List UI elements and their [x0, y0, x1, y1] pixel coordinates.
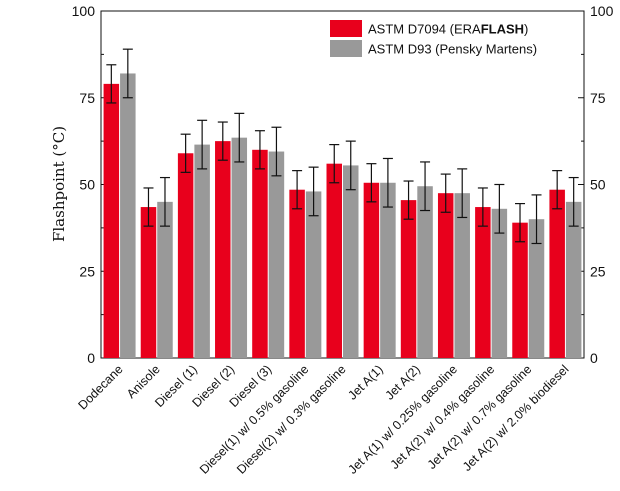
y-tick-label-right: 75 — [590, 90, 606, 106]
bar-astm-d93 — [157, 201, 173, 358]
y-axis-label: Flashpoint (°C) — [50, 126, 68, 242]
bar-astm-d93 — [565, 201, 582, 358]
legend: ASTM D7094 (ERAFLASH) ASTM D93 (Pensky Ma… — [330, 20, 537, 57]
bar-astm-d7094 — [177, 153, 194, 358]
bar-astm-d93 — [380, 182, 396, 358]
bar-astm-d93 — [343, 165, 359, 358]
error-bars — [106, 48, 579, 245]
bar-astm-d7094 — [437, 193, 454, 358]
bar-astm-d7094 — [103, 83, 120, 359]
y-axis-right: 0 25 50 75 100 — [578, 3, 614, 366]
bar-astm-d7094 — [400, 200, 417, 358]
y-tick-label-right: 50 — [590, 177, 606, 193]
y-tick-label-right: 0 — [590, 350, 598, 366]
bar-astm-d93 — [454, 193, 470, 358]
plot-frame — [100, 10, 585, 359]
plot-area — [100, 10, 585, 359]
bar-astm-d7094 — [326, 163, 342, 358]
bar-astm-d93 — [231, 137, 248, 358]
bar-astm-d93 — [194, 144, 210, 358]
bar-astm-d93 — [417, 186, 433, 358]
bar-astm-d93 — [120, 73, 136, 359]
category-label: Jet A(1) — [345, 362, 385, 402]
bar-astm-d93 — [528, 219, 545, 358]
y-tick-label-left: 75 — [79, 90, 95, 106]
bar-astm-d93 — [491, 208, 508, 358]
legend-label: ASTM D93 (Pensky Martens) — [368, 42, 537, 57]
y-axis-left: 0 25 50 75 100 — [72, 3, 107, 366]
bar-astm-d7094 — [215, 141, 231, 358]
bar-astm-d93 — [268, 151, 285, 358]
y-tick-label-left: 50 — [79, 177, 95, 193]
y-tick-label-left: 100 — [72, 3, 96, 19]
legend-swatch — [330, 20, 362, 37]
y-tick-label-left: 25 — [79, 263, 95, 279]
category-label: Dodecane — [75, 362, 125, 412]
bar-astm-d7094 — [289, 189, 305, 358]
bar-astm-d7094 — [475, 207, 491, 358]
bar-astm-d7094 — [252, 149, 268, 358]
y-tick-label-right: 100 — [590, 3, 614, 19]
bar-astm-d7094 — [140, 207, 157, 358]
bars — [103, 73, 582, 359]
y-tick-label-right: 25 — [590, 263, 606, 279]
legend-swatch — [330, 40, 362, 57]
bar-astm-d7094 — [512, 222, 528, 358]
legend-label: ASTM D7094 (ERAFLASH) — [368, 22, 528, 37]
bar-astm-d7094 — [363, 182, 380, 358]
bar-astm-d93 — [305, 191, 322, 358]
bar-astm-d7094 — [549, 189, 565, 358]
y-tick-label-left: 0 — [87, 350, 95, 366]
